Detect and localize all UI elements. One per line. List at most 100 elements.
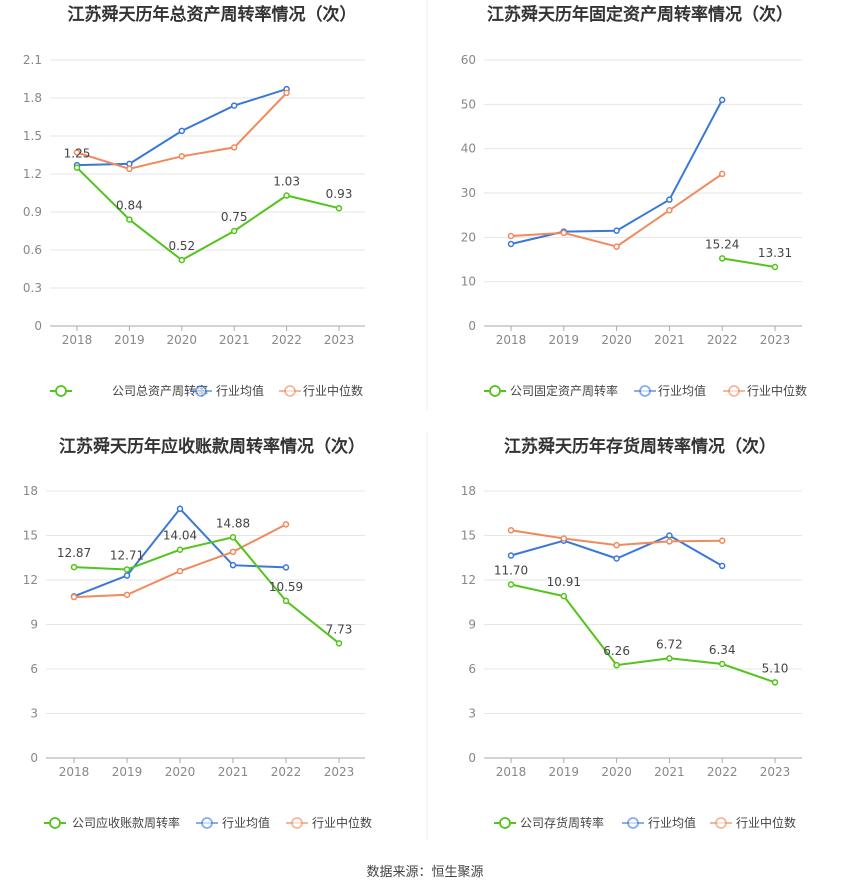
legend-label: 行业均值 — [658, 383, 706, 398]
data-label: 0.84 — [116, 199, 143, 213]
data-point-company — [507, 581, 515, 588]
legend-swatch-marker — [195, 385, 207, 397]
data-point-industry_avg — [613, 555, 620, 562]
series-line-company — [510, 583, 776, 684]
x-tick-label: 2021 — [219, 333, 250, 347]
y-tick-label: 0 — [468, 751, 476, 765]
legend-swatch-marker — [639, 385, 651, 397]
series-line-company — [73, 536, 340, 645]
data-label: 6.26 — [603, 644, 630, 658]
x-tick-label: 2020 — [165, 765, 196, 779]
y-tick-label: 12 — [461, 573, 476, 587]
chart-panel-4: 江苏舜天历年存货周转率情况（次） 0 3 6 9 12 15 18 2018 2019 2020 20… — [461, 436, 802, 830]
x-tick-label: 2022 — [271, 333, 302, 347]
chart-title: 江苏舜天历年存货周转率情况（次） — [504, 436, 776, 457]
y-tick-label: 0 — [34, 319, 42, 333]
legend-label: 行业均值 — [648, 815, 696, 830]
y-tick-label: 9 — [30, 618, 38, 632]
data-point-industry_median — [282, 521, 290, 528]
y-tick-label: 20 — [461, 230, 476, 244]
data-point-industry_median — [718, 170, 726, 178]
legend-swatch-marker — [291, 817, 303, 829]
legend-label: 行业中位数 — [747, 383, 807, 398]
data-point-industry_median — [283, 89, 290, 97]
y-tick-label: 40 — [461, 142, 476, 156]
data-point-industry_median — [126, 165, 133, 173]
data-point-industry_avg — [282, 564, 290, 571]
data-point-industry_median — [70, 593, 78, 601]
x-tick-label: 2021 — [654, 333, 685, 347]
data-label: 15.24 — [705, 237, 739, 251]
legend-label: 公司存货周转率 — [520, 815, 604, 830]
series-line-industry_avg — [510, 99, 724, 245]
x-tick-label: 2018 — [59, 765, 90, 779]
data-point-industry_avg — [666, 532, 673, 539]
y-tick-label: 6 — [468, 662, 476, 676]
legend-swatch-marker — [489, 385, 501, 397]
data-point-industry_avg — [176, 505, 184, 513]
data-label: 1.03 — [273, 175, 300, 189]
data-point-company — [282, 597, 290, 605]
x-tick-label: 2020 — [601, 765, 632, 779]
data-point-industry_median — [718, 537, 726, 544]
data-point-company — [718, 660, 726, 668]
legend-label: 行业均值 — [216, 383, 264, 398]
data-label: 10.91 — [547, 575, 581, 589]
x-tick-label: 2020 — [601, 333, 632, 347]
data-label: 0.52 — [168, 239, 195, 253]
data-point-industry_avg — [178, 127, 186, 135]
data-point-company — [229, 534, 237, 541]
x-tick-label: 2019 — [549, 765, 580, 779]
data-point-company — [283, 192, 290, 199]
legend-label: 行业均值 — [222, 815, 270, 830]
y-tick-label: 30 — [461, 186, 476, 200]
legend-swatch-marker — [499, 817, 511, 829]
legend-label: 公司固定资产周转率 — [510, 383, 618, 398]
series-line-company — [722, 257, 776, 268]
y-tick-label: 18 — [23, 484, 38, 498]
data-point-industry_median — [507, 527, 515, 534]
data-label: 13.31 — [758, 246, 792, 260]
data-label: 12.71 — [110, 548, 144, 562]
data-label: 6.34 — [709, 643, 736, 657]
data-label: 10.59 — [269, 580, 303, 594]
x-tick-label: 2022 — [271, 765, 302, 779]
data-point-company — [176, 546, 184, 553]
data-point-company — [123, 566, 131, 573]
x-tick-label: 2023 — [324, 765, 355, 779]
data-label: 1.25 — [64, 147, 91, 161]
x-tick-label: 2019 — [549, 333, 580, 347]
source-label: 数据来源：恒生聚源 — [366, 865, 483, 880]
data-point-industry_avg — [123, 572, 131, 579]
y-tick-label: 60 — [461, 53, 476, 67]
data-point-industry_avg — [613, 227, 620, 234]
chart-title: 江苏舜天历年固定资产周转率情况（次） — [487, 4, 793, 25]
y-tick-label: 0 — [468, 319, 476, 333]
legend-label: 行业中位数 — [303, 383, 363, 398]
data-point-company — [178, 256, 186, 264]
legend-swatch-marker — [627, 817, 639, 829]
data-point-company — [666, 655, 673, 662]
legend-swatch-marker — [49, 817, 61, 829]
y-tick-label: 3 — [30, 707, 38, 721]
chart-panel-1: 江苏舜天历年总资产周转率情况（次） 0 0.3 0.6 0.9 1.2 1.5 1.8 2.1 2… — [23, 4, 365, 398]
x-tick-label: 2022 — [707, 765, 738, 779]
chart-panel-2: 江苏舜天历年固定资产周转率情况（次） 0 10 20 30 40 50 60 2018 2019 2… — [461, 4, 807, 398]
x-tick-label: 2018 — [62, 333, 93, 347]
y-tick-label: 15 — [23, 529, 38, 543]
y-tick-label: 2.1 — [23, 53, 42, 67]
y-tick-label: 0.9 — [23, 205, 42, 219]
legend-label: 行业中位数 — [736, 815, 796, 830]
data-label: 6.72 — [656, 637, 683, 651]
x-tick-label: 2023 — [760, 333, 791, 347]
data-label: 14.88 — [216, 516, 250, 530]
data-point-industry_avg — [718, 96, 726, 104]
y-tick-label: 3 — [468, 707, 476, 721]
y-tick-label: 9 — [468, 618, 476, 632]
y-tick-label: 15 — [461, 529, 476, 543]
series-line-company — [76, 166, 340, 262]
legend-label: 公司总资产周转率 — [112, 383, 208, 398]
x-tick-label: 2023 — [760, 765, 791, 779]
data-point-industry_median — [230, 144, 238, 151]
